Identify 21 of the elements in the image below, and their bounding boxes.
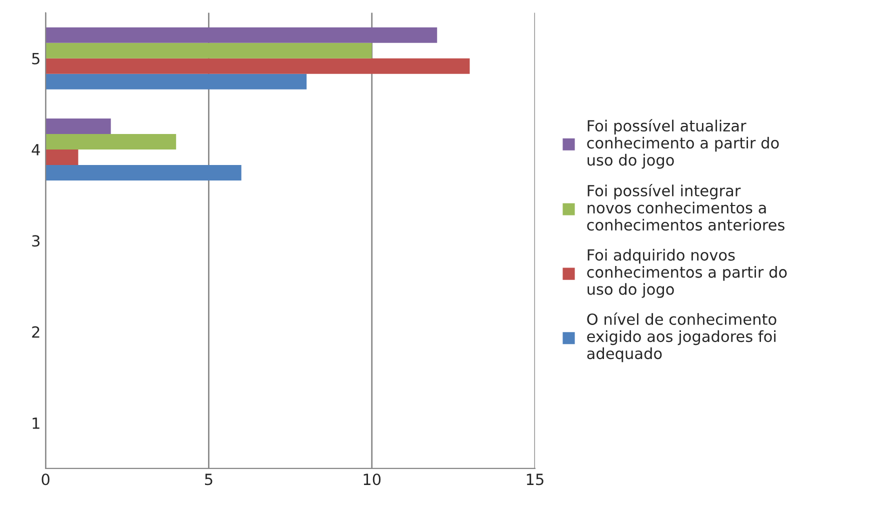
bar (46, 134, 176, 150)
bar (46, 58, 470, 74)
x-tick-label: 10 (364, 474, 381, 486)
bar (46, 164, 242, 180)
y-tick-label: 4 (32, 144, 40, 156)
x-tick-label: 0 (42, 474, 50, 486)
y-tick-label: 2 (32, 326, 40, 338)
y-tick-label: 3 (32, 235, 40, 247)
bar (46, 42, 372, 58)
x-tick-label: 5 (205, 474, 212, 486)
legend-label: Foi possível atualizar conhecimento a partir do uso do jogo (587, 119, 779, 169)
legend-label: Foi adquirido novos conhecimentos a partir do uso do jogo (587, 248, 787, 298)
bar (46, 74, 307, 90)
legend-label: Foi possível integrar novos conhecimentos a conhecimentos anteriores (587, 184, 784, 231)
y-tick-label: 1 (32, 418, 40, 429)
bar (46, 150, 78, 165)
bar (46, 118, 111, 134)
bar (46, 27, 438, 43)
x-tick-label: 15 (526, 474, 544, 486)
legend-label: O nível de conhecimento exigido aos jogadores foi adequado (587, 312, 776, 362)
y-tick-label: 5 (32, 53, 40, 64)
